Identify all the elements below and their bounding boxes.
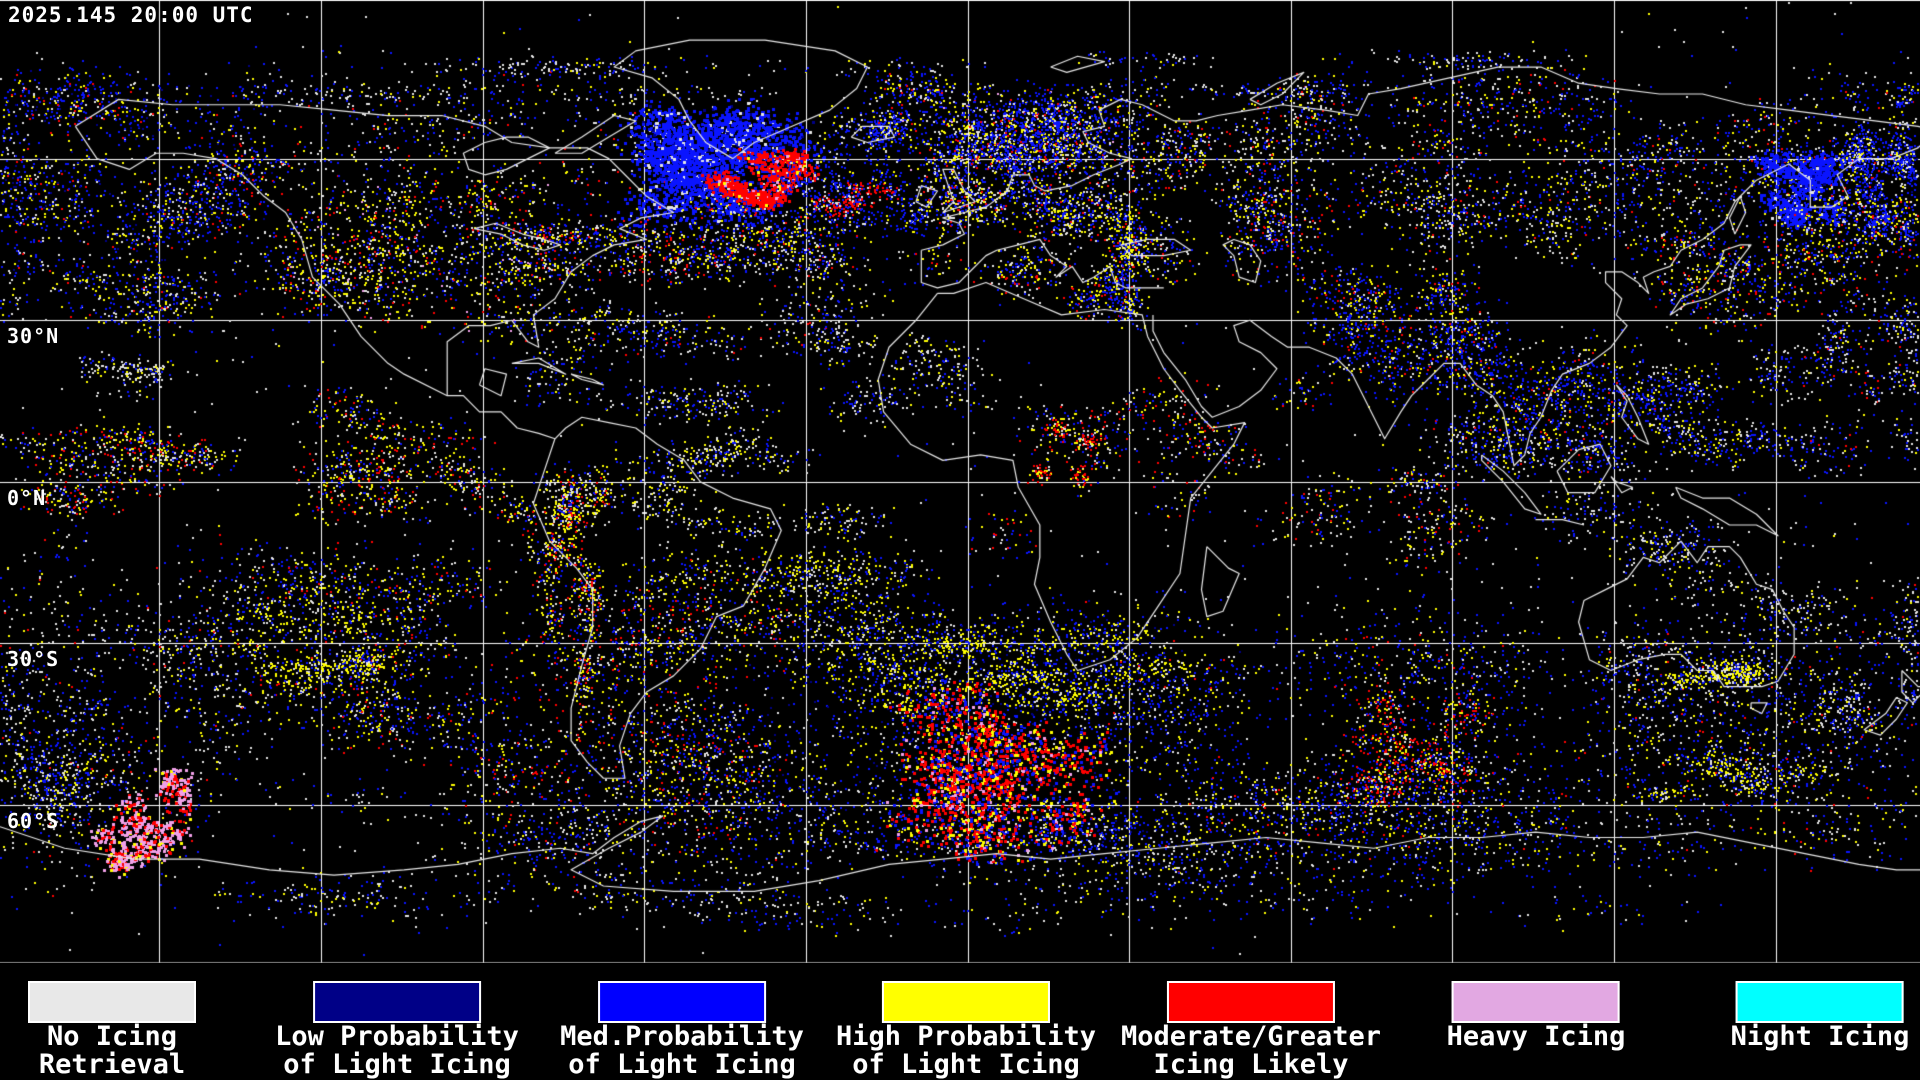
legend-label: Retrieval [38,1049,186,1080]
low-probability-swatch [313,981,481,1023]
latitude-label-0n: 0°N [7,486,47,510]
moderate-greater-swatch [1167,981,1335,1023]
legend-label: Moderate/Greater [1120,1021,1382,1052]
night-icing-swatch [1736,981,1904,1023]
heavy-icing-swatch [1452,981,1620,1023]
legend-label: of Light Icing [283,1049,511,1080]
legend-item-2: Med.Probability of Light Icing [560,981,804,1079]
med-probability-swatch [598,981,766,1023]
legend-item-1: Low Probability of Light Icing [275,981,519,1079]
latitude-label-60s: 60°S [7,809,60,833]
timestamp-label: 2025.145 20:00 UTC [8,3,254,27]
legend-item-0: No Icing Retrieval [28,981,196,1079]
high-probability-swatch [882,981,1050,1023]
legend-label: High Probability [835,1021,1097,1052]
legend-item-4: Moderate/Greater Icing Likely [1121,981,1381,1079]
legend-label: Low Probability [275,1021,519,1052]
legend-label: Night Icing [1730,1021,1910,1052]
legend-item-3: High Probability of Light Icing [836,981,1096,1079]
latitude-label-30s: 30°S [7,647,60,671]
latitude-label-30n: 30°N [7,324,60,348]
legend-label: No Icing [46,1021,178,1052]
legend-label: of Light Icing [568,1049,796,1080]
legend-item-6: Night Icing [1730,981,1910,1052]
legend-bar: No Icing Retrieval Low Probability of Li… [0,963,1920,1080]
legend-label: Med.Probability [560,1021,804,1052]
legend-label: Heavy Icing [1446,1021,1626,1052]
legend-label: of Light Icing [852,1049,1080,1080]
no-icing-swatch [28,981,196,1023]
legend-item-5: Heavy Icing [1446,981,1626,1052]
legend-label: Icing Likely [1153,1049,1349,1080]
